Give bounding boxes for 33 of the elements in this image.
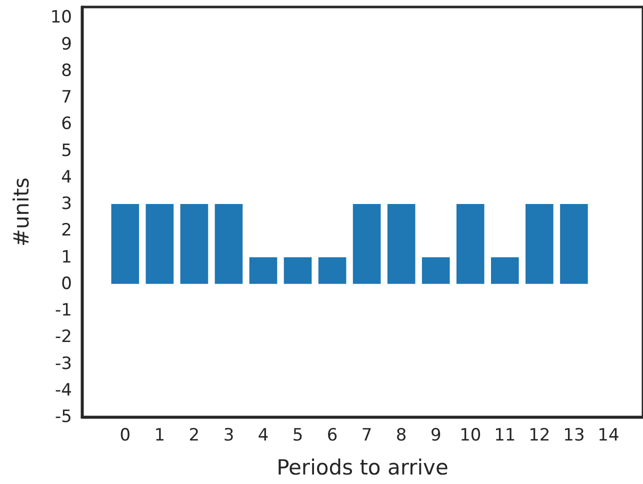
y-axis-title: #units [10,177,34,247]
y-tick-label: -4 [55,380,72,400]
y-tick-label: 7 [61,88,72,108]
y-tick-label: 6 [61,114,72,134]
x-tick-label: 6 [326,426,338,446]
x-tick-label: 2 [188,426,200,446]
y-tick-label: 3 [61,194,72,214]
x-tick-label: 1 [154,426,166,446]
y-tick-label: 4 [61,167,72,188]
y-tick-label: 9 [61,34,72,54]
y-tick-label: -2 [55,327,72,348]
x-tick-label: 8 [396,426,407,446]
x-tick-label: 9 [430,426,442,446]
x-tick-label: 3 [223,426,234,446]
x-axis-title: Periods to arrive [276,456,448,480]
x-tick-label: 4 [258,426,269,446]
x-tick-label: 7 [361,426,372,446]
y-tick-label: -3 [55,354,72,374]
y-tick-label: 1 [61,247,72,268]
x-tick-label: 10 [460,426,482,446]
y-tick-label: 5 [61,140,72,161]
y-tick-label: 10 [50,8,72,28]
y-tick-label: -5 [55,407,72,427]
y-tick-label: 8 [61,60,72,81]
x-tick-label: 0 [120,426,131,446]
y-tick-label: 0 [61,274,72,294]
x-tick-label: 13 [563,426,585,446]
x-tick-label: 14 [598,426,620,446]
y-tick-label: -1 [55,300,72,321]
x-tick-label: 12 [528,426,550,446]
y-tick-label: 2 [61,220,72,241]
x-tick-label: 5 [292,426,304,446]
x-tick-label: 11 [494,426,516,446]
